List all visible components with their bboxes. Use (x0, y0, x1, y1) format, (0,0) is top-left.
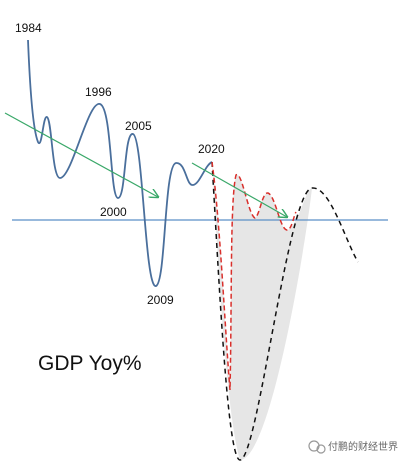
year-label: 2020 (198, 142, 225, 156)
forecast-red (211, 161, 297, 391)
year-label: 2009 (147, 293, 174, 307)
title: GDP Yoy% (38, 352, 142, 375)
year-label: 2000 (100, 205, 127, 219)
watermark-icon (308, 440, 326, 454)
gdp-curve (27, 39, 213, 287)
trend-arrow (191, 162, 287, 217)
forecast-black (211, 161, 359, 461)
year-label: 1996 (85, 85, 112, 99)
year-label: 2005 (125, 119, 152, 133)
watermark: 付鹏的财经世界 (328, 440, 398, 453)
year-label: 1984 (15, 21, 42, 35)
gap-area (212, 162, 312, 460)
trend-arrow (4, 112, 158, 197)
